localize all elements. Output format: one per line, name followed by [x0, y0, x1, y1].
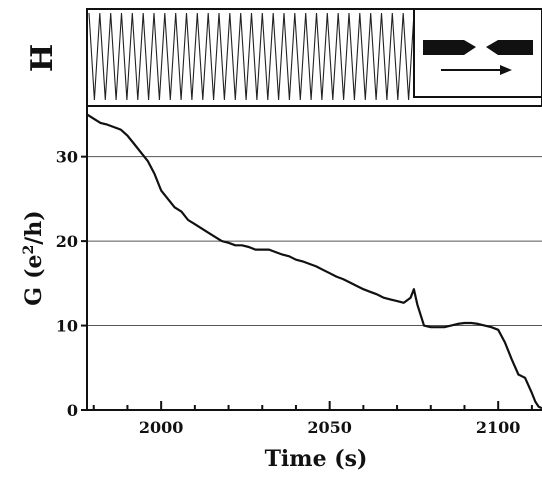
- y-tick-label: 20: [56, 232, 78, 251]
- top-waveform-panel: [86, 8, 542, 107]
- triangle-wave-signal: [88, 12, 415, 101]
- right-electrode-icon: [486, 40, 533, 55]
- x-ticks: 2000 2050 2100: [92, 401, 533, 437]
- y-axis-title-main: G: [21, 287, 47, 306]
- y-tick-label: 0: [67, 401, 78, 420]
- conductance-trace: [86, 113, 542, 410]
- x-tick-label: 2100: [476, 418, 521, 437]
- gridlines: [87, 156, 542, 327]
- left-electrode-icon: [423, 40, 476, 55]
- x-tick-label: 2050: [307, 418, 352, 437]
- right-arrow-icon: [500, 65, 512, 75]
- electrode-inset: [413, 8, 542, 98]
- y-tick-label: 10: [56, 317, 78, 336]
- y-ticks: 0 10 20 30: [56, 148, 87, 420]
- x-tick-label: 2000: [139, 418, 184, 437]
- y-axis-title-unit: (e2/h): [21, 210, 47, 279]
- x-axis-title: Time (s): [265, 446, 368, 472]
- y-tick-label: 30: [56, 148, 78, 167]
- svg-text:G(e2/h): G (e2/h): [21, 210, 47, 305]
- top-panel-frame: [86, 8, 542, 107]
- panel-letter: H: [25, 44, 60, 72]
- y-axis-title: G (e2/h): [21, 210, 47, 305]
- main-plot: 0 10 20 30 2000 2050 2100: [56, 106, 542, 437]
